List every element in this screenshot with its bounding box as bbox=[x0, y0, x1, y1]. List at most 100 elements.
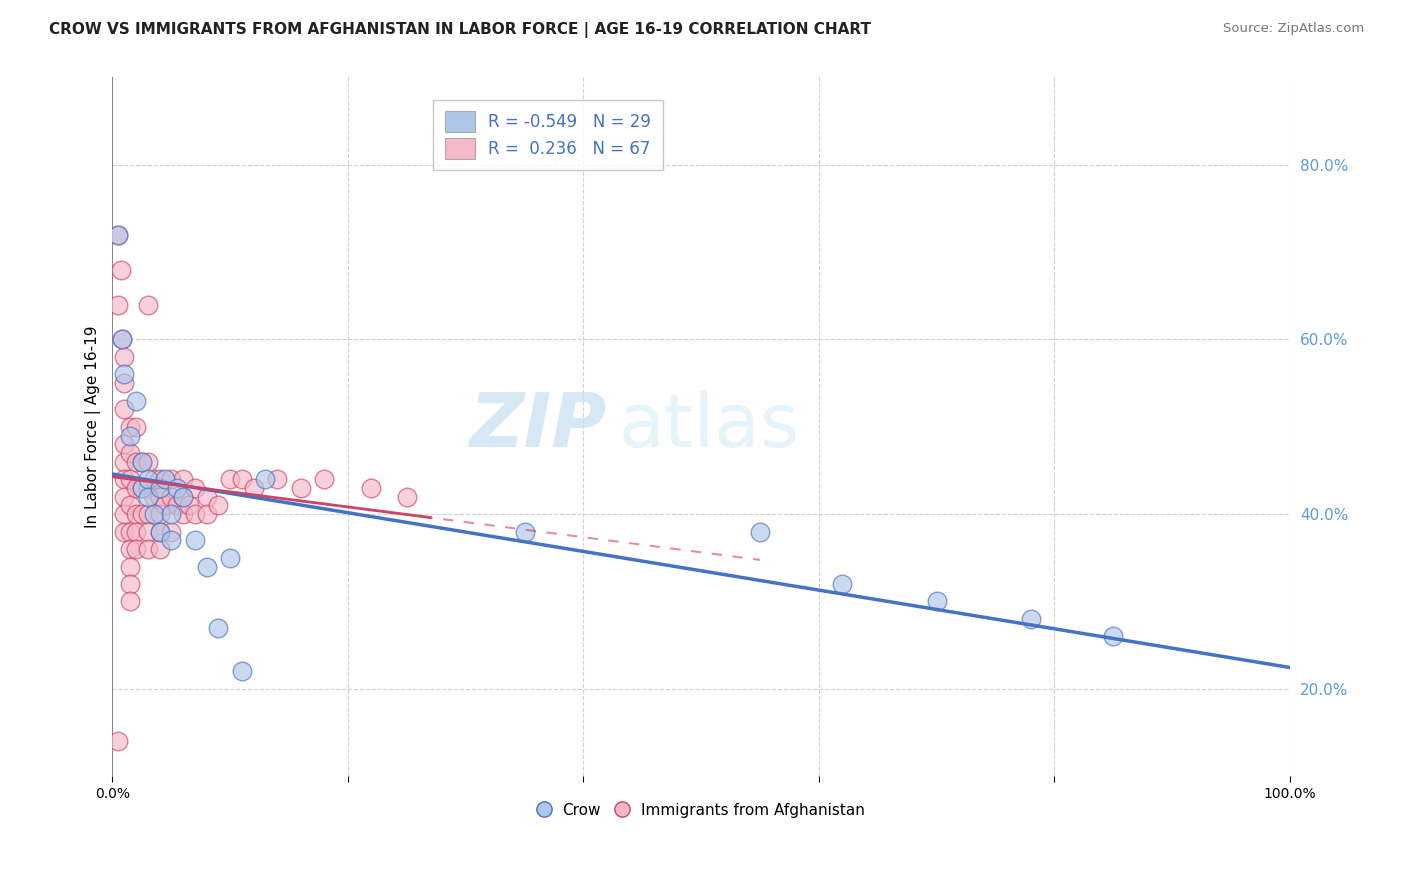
Point bbox=[166, 499, 188, 513]
Point bbox=[112, 350, 135, 364]
Point bbox=[219, 550, 242, 565]
Point bbox=[112, 507, 135, 521]
Point bbox=[136, 524, 159, 539]
Point bbox=[290, 481, 312, 495]
Point bbox=[1019, 612, 1042, 626]
Point bbox=[136, 472, 159, 486]
Point bbox=[120, 524, 142, 539]
Point bbox=[231, 472, 253, 486]
Point bbox=[155, 472, 177, 486]
Point bbox=[160, 507, 183, 521]
Point bbox=[125, 393, 148, 408]
Point bbox=[131, 481, 153, 495]
Point bbox=[395, 490, 418, 504]
Point bbox=[136, 507, 159, 521]
Point bbox=[172, 490, 194, 504]
Point bbox=[207, 621, 229, 635]
Point bbox=[360, 481, 382, 495]
Point bbox=[111, 333, 134, 347]
Point bbox=[195, 559, 218, 574]
Point bbox=[148, 507, 170, 521]
Point bbox=[195, 490, 218, 504]
Text: CROW VS IMMIGRANTS FROM AFGHANISTAN IN LABOR FORCE | AGE 16-19 CORRELATION CHART: CROW VS IMMIGRANTS FROM AFGHANISTAN IN L… bbox=[49, 22, 872, 38]
Point bbox=[120, 594, 142, 608]
Point bbox=[148, 481, 170, 495]
Text: atlas: atlas bbox=[619, 391, 800, 463]
Point bbox=[166, 481, 188, 495]
Point bbox=[112, 455, 135, 469]
Point bbox=[125, 507, 148, 521]
Point bbox=[148, 490, 170, 504]
Point bbox=[925, 594, 948, 608]
Point bbox=[107, 227, 129, 242]
Point bbox=[148, 472, 170, 486]
Point bbox=[314, 472, 336, 486]
Y-axis label: In Labor Force | Age 16-19: In Labor Force | Age 16-19 bbox=[86, 326, 101, 528]
Point bbox=[136, 490, 159, 504]
Point bbox=[125, 481, 148, 495]
Point bbox=[254, 472, 277, 486]
Point bbox=[136, 455, 159, 469]
Point bbox=[184, 507, 207, 521]
Point bbox=[160, 472, 183, 486]
Point bbox=[142, 507, 165, 521]
Point bbox=[125, 524, 148, 539]
Point bbox=[112, 376, 135, 391]
Point bbox=[112, 402, 135, 417]
Point bbox=[142, 472, 165, 486]
Point bbox=[131, 455, 153, 469]
Point bbox=[207, 499, 229, 513]
Point bbox=[231, 665, 253, 679]
Point bbox=[195, 507, 218, 521]
Legend: Crow, Immigrants from Afghanistan: Crow, Immigrants from Afghanistan bbox=[531, 797, 870, 824]
Point bbox=[160, 533, 183, 548]
Point bbox=[136, 481, 159, 495]
Point bbox=[148, 524, 170, 539]
Point bbox=[107, 227, 129, 242]
Text: ZIP: ZIP bbox=[470, 391, 607, 463]
Point bbox=[125, 419, 148, 434]
Point bbox=[125, 455, 148, 469]
Point bbox=[172, 472, 194, 486]
Point bbox=[219, 472, 242, 486]
Point bbox=[112, 490, 135, 504]
Point bbox=[112, 524, 135, 539]
Point bbox=[112, 472, 135, 486]
Point bbox=[120, 419, 142, 434]
Point bbox=[172, 490, 194, 504]
Point bbox=[112, 437, 135, 451]
Point bbox=[131, 507, 153, 521]
Point bbox=[160, 524, 183, 539]
Point bbox=[136, 542, 159, 557]
Point bbox=[266, 472, 288, 486]
Point bbox=[120, 428, 142, 442]
Point bbox=[177, 499, 200, 513]
Point bbox=[111, 333, 134, 347]
Point bbox=[112, 368, 135, 382]
Point bbox=[172, 507, 194, 521]
Point bbox=[242, 481, 264, 495]
Point bbox=[131, 481, 153, 495]
Point bbox=[1102, 629, 1125, 643]
Point bbox=[120, 577, 142, 591]
Point bbox=[513, 524, 536, 539]
Point bbox=[125, 542, 148, 557]
Point bbox=[831, 577, 853, 591]
Point bbox=[110, 262, 132, 277]
Point bbox=[120, 472, 142, 486]
Point bbox=[107, 297, 129, 311]
Point bbox=[184, 481, 207, 495]
Point bbox=[148, 524, 170, 539]
Point bbox=[142, 490, 165, 504]
Point bbox=[120, 499, 142, 513]
Point bbox=[184, 533, 207, 548]
Point bbox=[120, 542, 142, 557]
Point bbox=[120, 446, 142, 460]
Text: Source: ZipAtlas.com: Source: ZipAtlas.com bbox=[1223, 22, 1364, 36]
Point bbox=[107, 734, 129, 748]
Point bbox=[120, 559, 142, 574]
Point bbox=[160, 490, 183, 504]
Point bbox=[136, 297, 159, 311]
Point bbox=[155, 499, 177, 513]
Point bbox=[131, 455, 153, 469]
